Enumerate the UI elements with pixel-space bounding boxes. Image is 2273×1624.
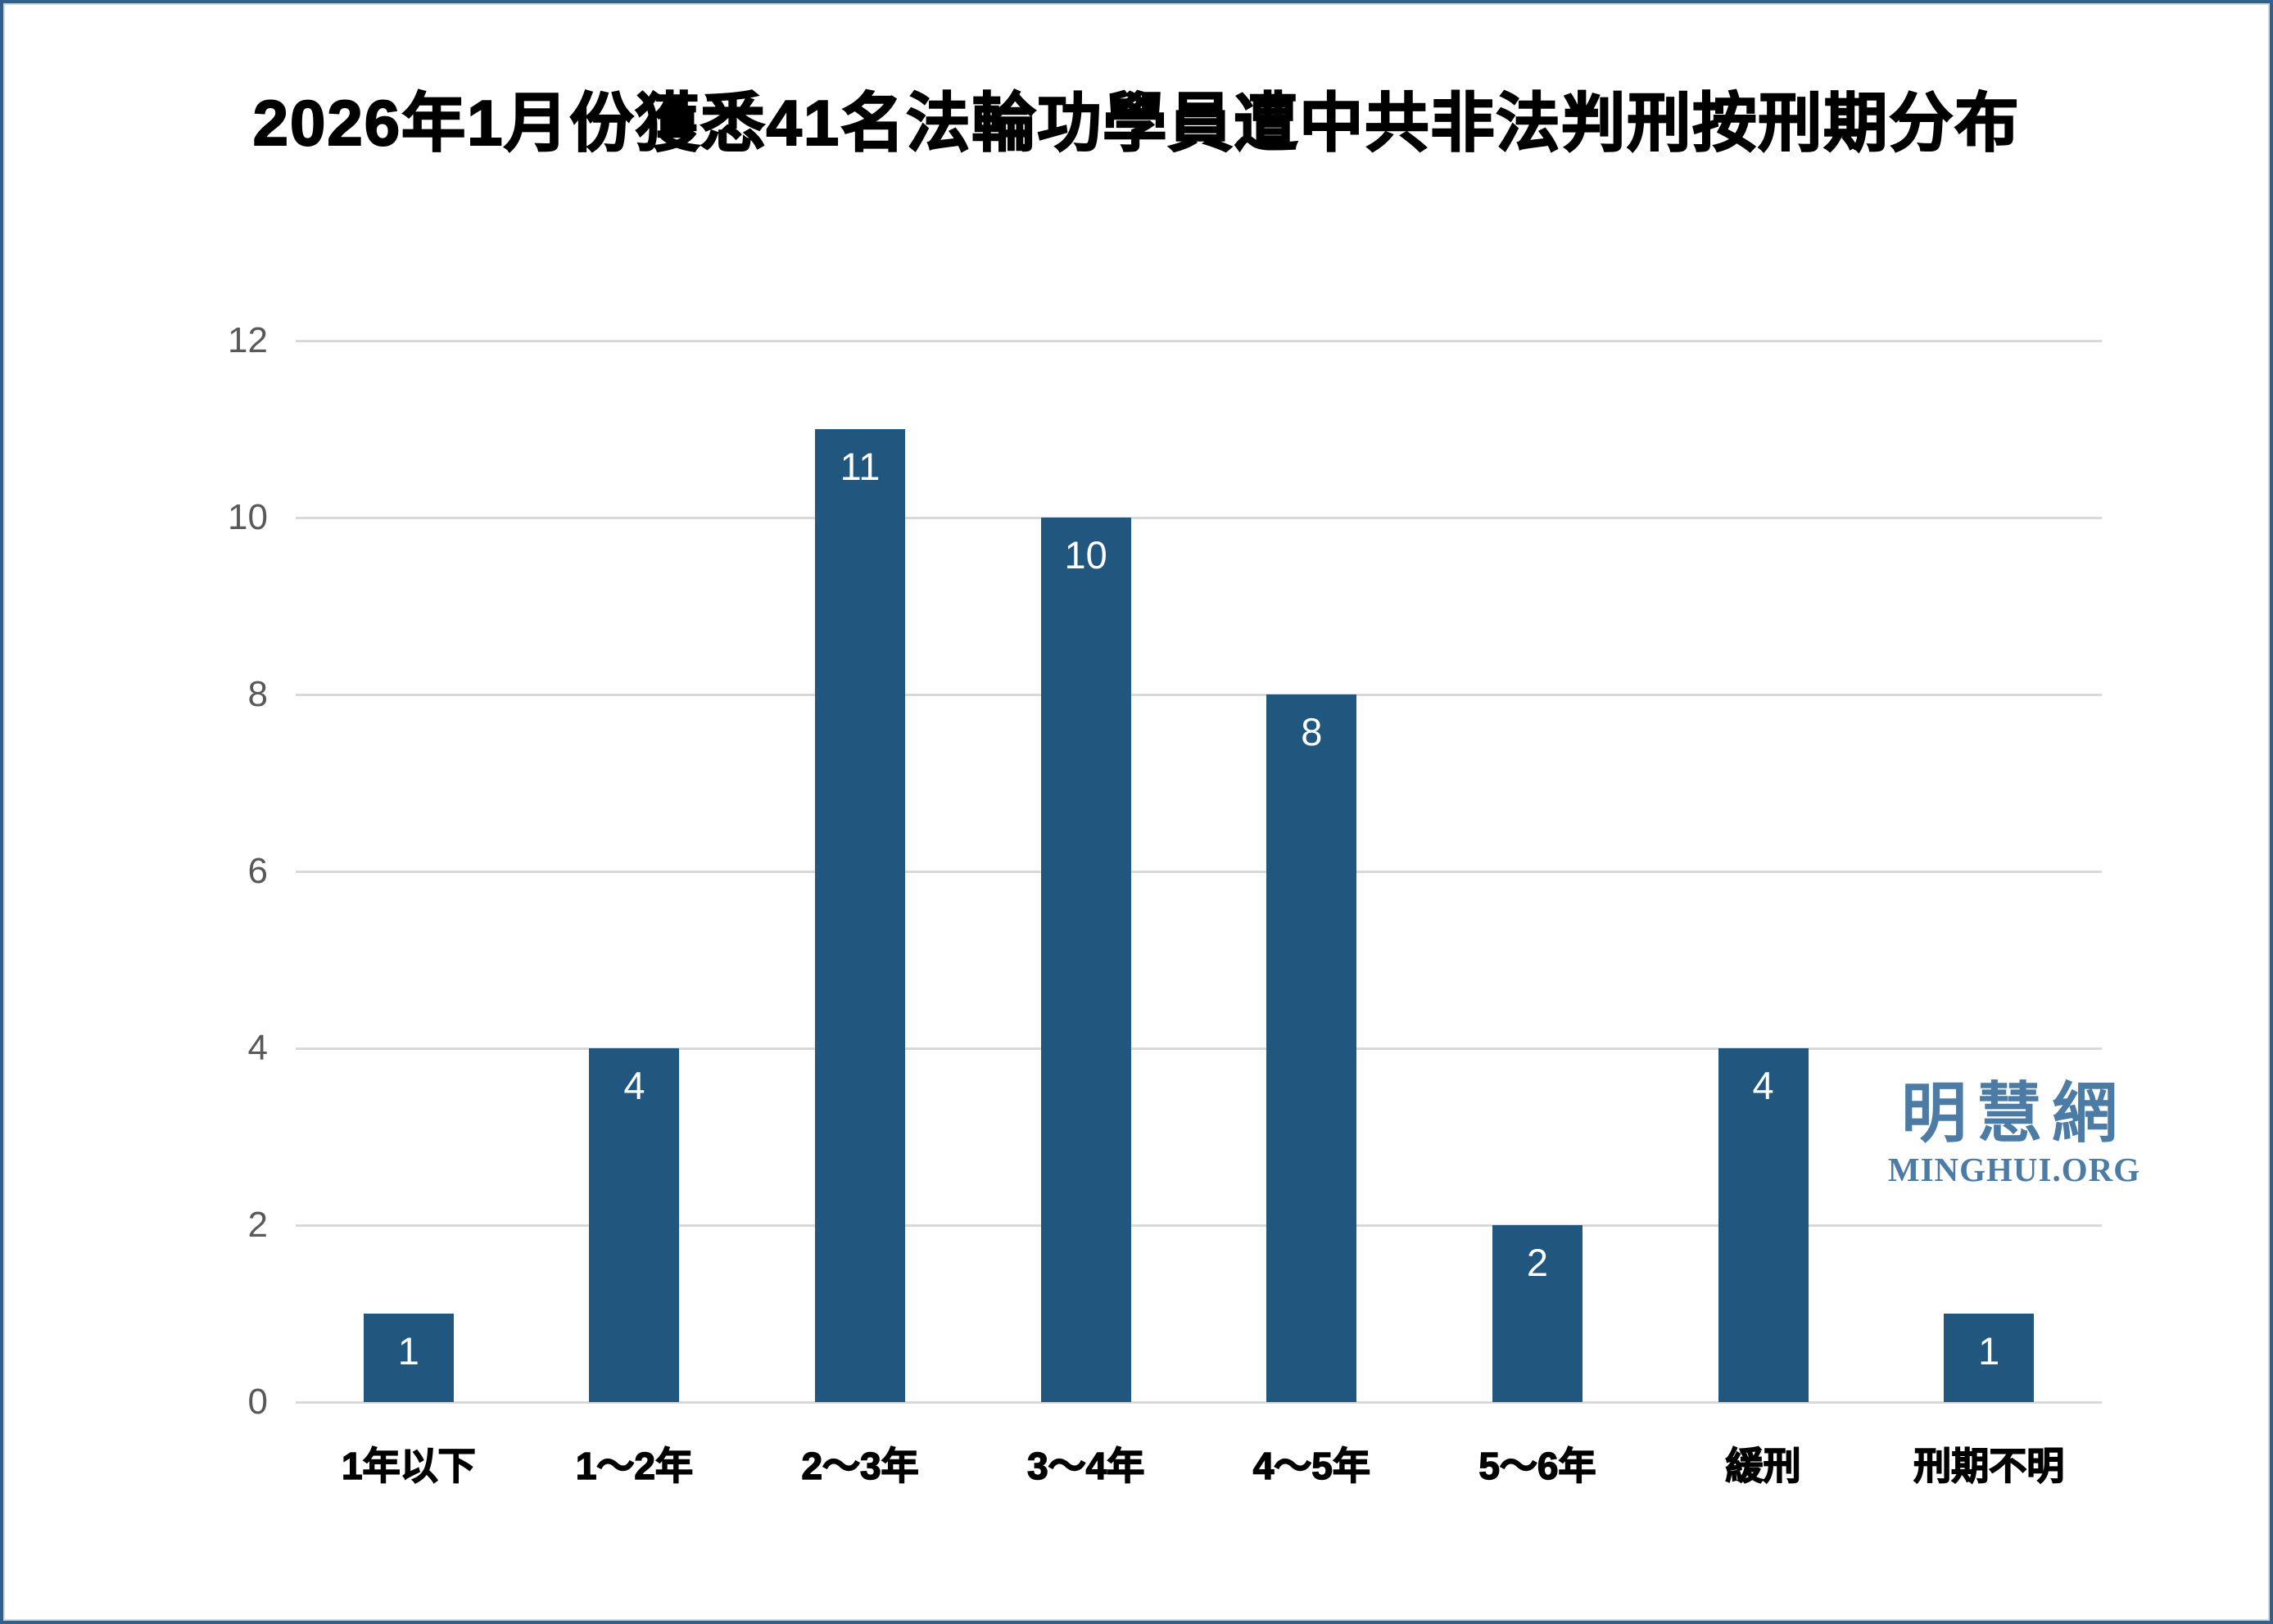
bar-value-label: 11 xyxy=(840,445,881,488)
x-tick-label: 1～2年 xyxy=(575,1444,694,1488)
x-tick-label: 2～3年 xyxy=(801,1444,920,1488)
bar-value-label: 4 xyxy=(1752,1064,1774,1107)
x-tick-label: 緩刑 xyxy=(1725,1444,1802,1488)
y-tick-label: 0 xyxy=(247,1382,268,1422)
y-tick-label: 2 xyxy=(247,1205,268,1245)
x-tick-label: 3～4年 xyxy=(1026,1444,1145,1488)
minghui-watermark: 明慧網 MINGHUI.ORG xyxy=(1883,1081,2145,1187)
bar: 4 xyxy=(1718,1048,1809,1402)
bar: 8 xyxy=(1266,694,1357,1402)
bar-value-label: 1 xyxy=(1978,1329,2000,1373)
x-tick-label: 1年以下 xyxy=(341,1444,476,1488)
y-tick-label: 10 xyxy=(228,497,268,537)
x-tick-label: 4～5年 xyxy=(1252,1444,1371,1488)
gridline xyxy=(296,1400,2102,1404)
bar: 10 xyxy=(1040,518,1131,1402)
y-tick-label: 4 xyxy=(247,1028,268,1068)
gridline xyxy=(296,516,2102,519)
y-tick-label: 8 xyxy=(247,674,268,714)
bar-value-label: 8 xyxy=(1301,710,1323,753)
bar-value-label: 10 xyxy=(1064,533,1107,577)
bar: 1 xyxy=(363,1314,454,1402)
bar: 1 xyxy=(1944,1314,2035,1402)
y-tick-label: 6 xyxy=(247,851,268,891)
bar-value-label: 4 xyxy=(623,1064,645,1107)
bar-value-label: 1 xyxy=(397,1329,419,1373)
bar-value-label: 2 xyxy=(1526,1241,1548,1284)
gridline xyxy=(296,693,2102,696)
gridline xyxy=(296,870,2102,873)
gridline xyxy=(296,1047,2102,1050)
y-tick-label: 12 xyxy=(228,320,268,360)
watermark-cjk-text: 明慧網 xyxy=(1901,1077,2127,1150)
watermark-latin-text: MINGHUI.ORG xyxy=(1887,1151,2141,1188)
x-tick-label: 刑期不明 xyxy=(1913,1444,2065,1488)
gridline xyxy=(296,1224,2102,1227)
bar: 11 xyxy=(815,429,906,1402)
chart-title: 2026年1月份獲悉41名法輪功學員遭中共非法判刑按刑期分布 xyxy=(252,86,2021,160)
x-tick-label: 5～6年 xyxy=(1478,1444,1597,1488)
gridline xyxy=(296,339,2102,342)
plot-area: 0 2 4 6 8 10 12 1 4 11 10 8 2 4 1 1年以下 1～2年 2～3年 3～4年 4～5… xyxy=(228,323,2102,1488)
bar: 2 xyxy=(1492,1225,1582,1402)
bar: 4 xyxy=(589,1048,680,1402)
